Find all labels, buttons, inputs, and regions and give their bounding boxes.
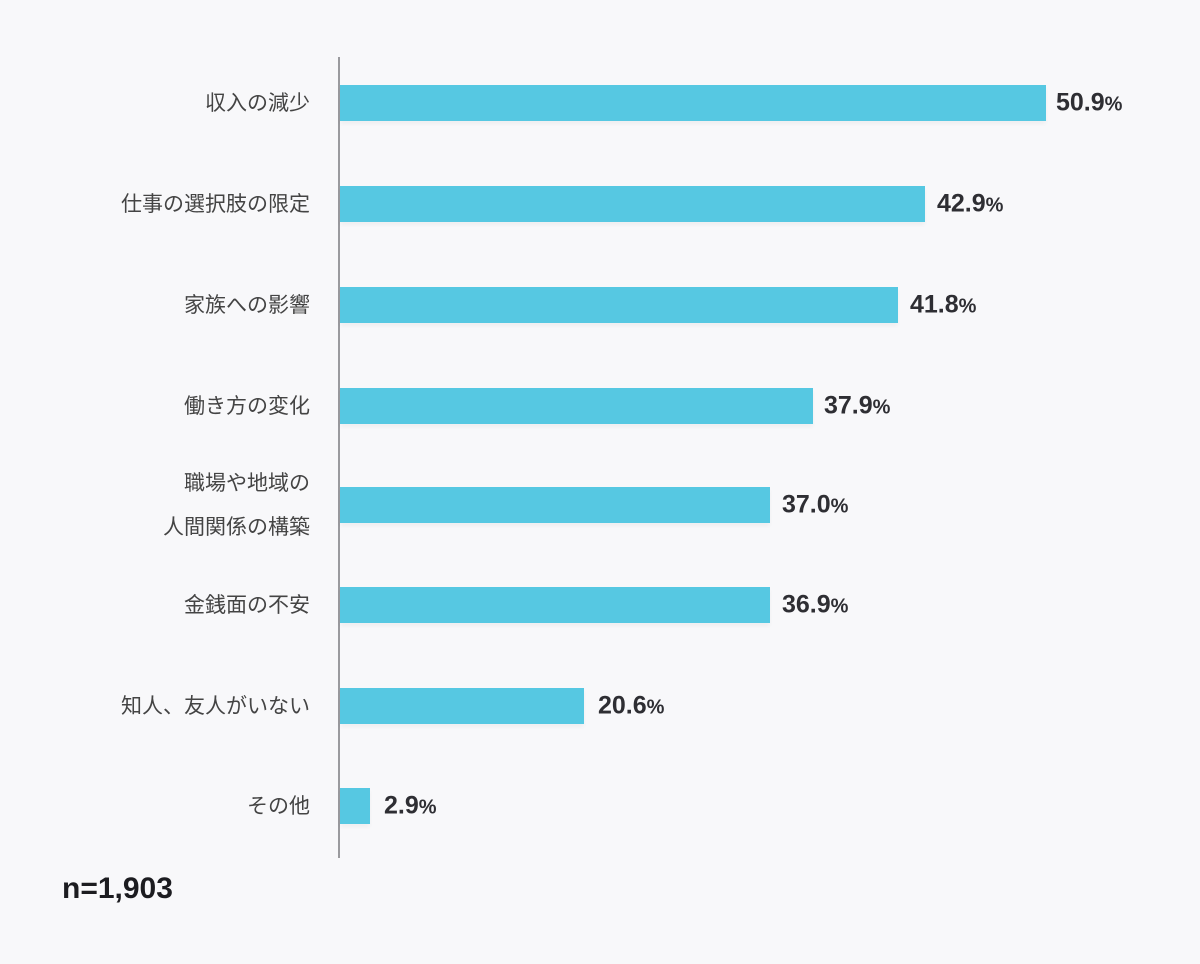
value-label: 37.0% xyxy=(782,490,849,519)
bar xyxy=(340,186,925,222)
value-label: 20.6% xyxy=(598,691,665,720)
bar-row: 働き方の変化 37.9% xyxy=(0,388,1200,424)
bar-row: 仕事の選択肢の限定 42.9% xyxy=(0,186,1200,222)
value-label: 41.8% xyxy=(910,290,977,319)
bar xyxy=(340,487,770,523)
bar-row: 収入の減少 50.9% xyxy=(0,85,1200,121)
category-label: 働き方の変化 xyxy=(184,394,310,418)
sample-size-label: n=1,903 xyxy=(62,872,173,905)
value-label: 2.9% xyxy=(384,791,437,820)
bar xyxy=(340,388,813,424)
bar-row: 職場や地域の 人間関係の構築 37.0% xyxy=(0,471,1200,539)
value-label: 42.9% xyxy=(937,189,1004,218)
bar xyxy=(340,688,584,724)
category-label: 職場や地域の 人間関係の構築 xyxy=(163,471,310,539)
bar-row: 金銭面の不安 36.9% xyxy=(0,587,1200,623)
bar xyxy=(340,587,770,623)
category-label: 仕事の選択肢の限定 xyxy=(121,192,310,216)
bar-row: 知人、友人がいない 20.6% xyxy=(0,688,1200,724)
bar xyxy=(340,788,370,824)
bar-row: その他 2.9% xyxy=(0,788,1200,824)
y-axis-line xyxy=(338,57,340,858)
value-label: 50.9% xyxy=(1056,88,1123,117)
category-label: 金銭面の不安 xyxy=(184,593,310,617)
value-label: 36.9% xyxy=(782,590,849,619)
bar xyxy=(340,85,1046,121)
bar-row: 家族への影響 41.8% xyxy=(0,287,1200,323)
value-label: 37.9% xyxy=(824,391,891,420)
category-label: その他 xyxy=(247,794,310,818)
category-label: 家族への影響 xyxy=(184,293,310,317)
category-label: 収入の減少 xyxy=(205,91,310,115)
category-label: 知人、友人がいない xyxy=(121,694,310,718)
bar xyxy=(340,287,898,323)
